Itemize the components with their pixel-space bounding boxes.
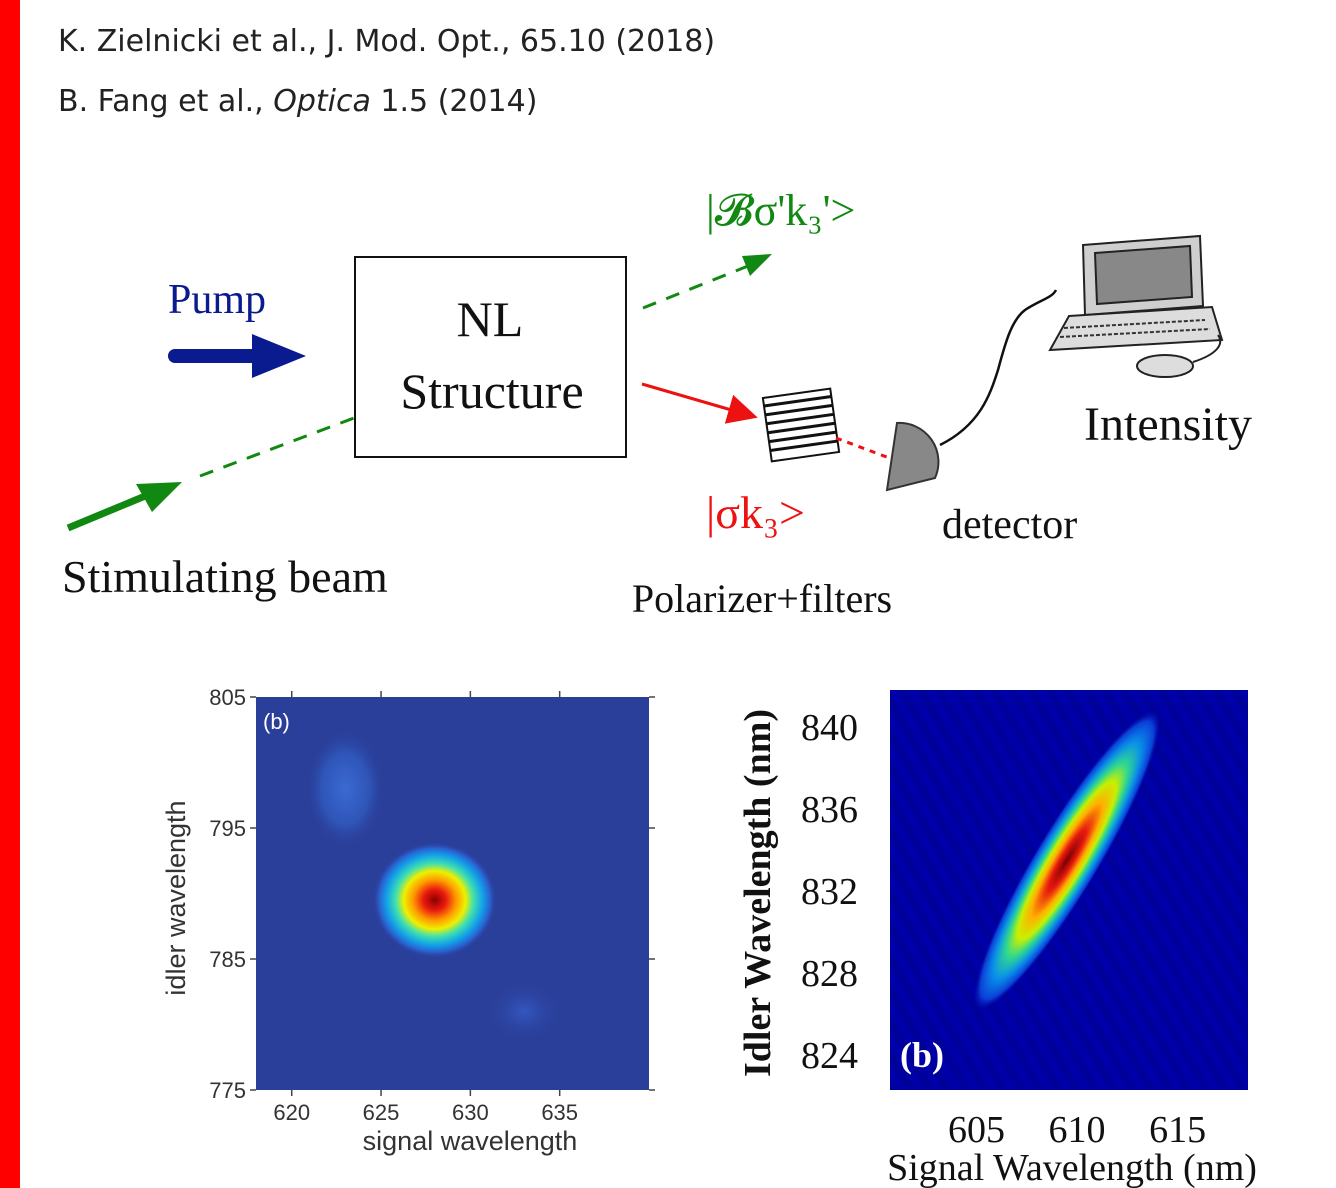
left-heatmap-peak-1 <box>305 728 386 849</box>
right-ytick-label: 840 <box>801 707 858 749</box>
setup-diagram: Pump NL Structure Stimulating beam |𝓑σ'k… <box>62 186 1252 621</box>
polarizer-icon <box>761 387 841 463</box>
left-xtick-label: 630 <box>452 1100 489 1125</box>
reference-2-authors: B. Fang et al., <box>58 84 274 119</box>
right-xtick-label: 610 <box>1049 1109 1106 1151</box>
reference-2-volume: 1.5 (2014) <box>370 84 538 119</box>
red-state-label: |σk₃> <box>706 487 805 538</box>
reference-1-text: K. Zielnicki et al., J. Mod. Opt., 65.10… <box>58 24 716 59</box>
left-heatmap-peak-0 <box>372 842 497 959</box>
computer-icon <box>1048 234 1224 378</box>
left-xtick-label: 620 <box>273 1100 310 1125</box>
pump-arrow <box>168 334 306 378</box>
left-xtick-label: 625 <box>363 1100 400 1125</box>
right-xlabel: Signal Wavelength (nm) <box>887 1147 1257 1188</box>
left-ytick-label: 805 <box>209 685 246 710</box>
red-output-arrow <box>641 382 758 424</box>
detector-cable <box>939 289 1058 447</box>
left-ytick-label: 775 <box>209 1078 246 1103</box>
left-ylabel: idler wavelength <box>161 800 191 995</box>
reference-2-journal: Optica <box>273 84 371 119</box>
red-side-bar <box>0 0 20 1188</box>
intensity-label: Intensity <box>1084 398 1252 451</box>
box-title-line1: NL <box>457 291 524 347</box>
box-title-line2: Structure <box>400 363 583 419</box>
green-state-label: |𝓑σ'k₃'> <box>706 186 855 235</box>
polarizer-label: Polarizer+filters <box>632 576 892 621</box>
left-ytick-label: 785 <box>209 947 246 972</box>
right-heatmap-plot <box>890 690 1248 1090</box>
right-ytick-label: 836 <box>801 789 858 831</box>
right-xtick-label: 615 <box>1149 1109 1206 1151</box>
detector-icon <box>885 421 940 492</box>
right-ytick-label: 824 <box>801 1035 858 1077</box>
left-heatmap-plot <box>256 697 649 1090</box>
stimulating-label: Stimulating beam <box>62 551 388 602</box>
right-ytick-label: 828 <box>801 953 858 995</box>
right-xtick-label: 605 <box>948 1109 1005 1151</box>
right-ytick-label: 832 <box>801 871 858 913</box>
reference-1: K. Zielnicki et al., J. Mod. Opt., 65.10… <box>58 24 715 59</box>
nl-structure-box <box>354 256 627 458</box>
left-heatmap-peak-2 <box>483 979 564 1044</box>
green-output-line <box>642 264 749 310</box>
detector-label: detector <box>942 502 1077 548</box>
left-ytick-label: 795 <box>209 816 246 841</box>
left-xlabel: signal wavelength <box>363 1126 578 1156</box>
reference-2: B. Fang et al., Optica 1.5 (2014) <box>58 84 537 119</box>
red-dotted-line <box>835 436 901 464</box>
green-output-arrowhead <box>742 254 772 276</box>
stimulating-dashed-line <box>199 416 355 478</box>
left-xtick-label: 635 <box>541 1100 578 1125</box>
stimulating-arrow <box>66 482 182 532</box>
left-panel-label: (b) <box>263 709 290 734</box>
right-ylabel: Idler Wavelength (nm) <box>737 709 779 1077</box>
right-heatmap-peak-0 <box>972 709 1162 1012</box>
right-panel-label: (b) <box>900 1035 944 1075</box>
pump-label: Pump <box>168 277 266 323</box>
